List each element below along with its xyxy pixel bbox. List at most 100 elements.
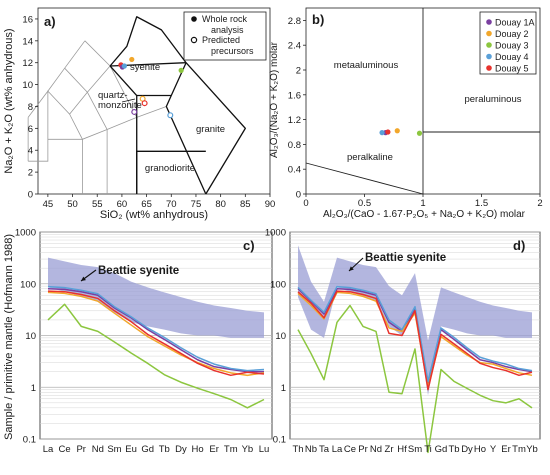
tas-grid-line-7 [109, 65, 138, 118]
x-tick-label-15: Y [490, 444, 497, 455]
field-label-1: peraluminous [464, 94, 521, 105]
series-line-douay-2 [47, 291, 265, 377]
panel-a-label: a) [44, 14, 56, 29]
panel-d-label: d) [513, 238, 525, 253]
x-tick-label-13: Dy [461, 444, 473, 455]
y-tick-label-1: 1 [281, 383, 286, 394]
x-tick-label-0: 45 [43, 199, 54, 210]
y-tick-label-3: 6 [28, 124, 33, 135]
x-tick-label-2: Ta [319, 444, 330, 455]
field-boundary-5 [185, 62, 246, 195]
x-tick-label-1: 0.5 [358, 198, 371, 209]
y-tick-label-8: 16 [22, 14, 33, 25]
band-label: Beattie syenite [365, 252, 446, 264]
y-tick-label-0: 0.1 [273, 435, 286, 446]
legend-marker-3 [486, 53, 492, 60]
y-tick-label-4: 1000 [265, 228, 286, 239]
legend-marker-1 [486, 30, 492, 37]
panel-a-legend-box [183, 11, 267, 61]
y-tick-label-0: 0.1 [23, 435, 36, 446]
legend-label-1: Douay 2 [495, 29, 529, 39]
x-tick-label-12: Yb [242, 444, 254, 455]
y-tick-label-4: 1.6 [288, 90, 301, 101]
series-line-douay-1a [47, 288, 264, 373]
panel-c: Sample / primitive mantle (Hofmann 1988)… [3, 228, 273, 455]
y-tick-label-1: 1 [31, 383, 36, 394]
panel-c-plot: 0.1 1 10 100 1000 La Ce Pr Nd Sm Eu Gd Tb Dy Ho Er Tm Yb L… [15, 228, 272, 455]
diagonal-boundary [305, 162, 424, 195]
x-tick-label-4: 65 [141, 199, 152, 210]
legend-label-3: Douay 4 [495, 52, 529, 62]
legend-precursor-line2: precursors [211, 46, 254, 56]
field-label-1: quartz-monzonite [98, 90, 142, 111]
tas-grid-line-1 [47, 16, 138, 140]
x-tick-label-9: 90 [265, 199, 276, 210]
x-tick-label-6: Gd [141, 444, 154, 455]
field-boundary-6 [136, 150, 206, 194]
panel-b-xlabel: Al₂O₃/(CaO - 1.67·P₂O₅ + Na₂O + K₂O) mol… [323, 209, 526, 220]
x-tick-label-11: Tm [224, 444, 238, 455]
panel-b-points [379, 128, 423, 136]
legend-whole-rock-line2: analysis [211, 25, 244, 35]
x-tick-label-1: 50 [67, 199, 78, 210]
panel-a-points [118, 56, 184, 119]
tas-grid-line-5 [69, 113, 83, 140]
y-tick-label-6: 12 [22, 58, 33, 69]
panel-c-ylabel: Sample / primitive mantle (Hofmann 1988) [3, 234, 15, 440]
field-label-0: syenite [130, 62, 160, 73]
series-line-douay-3 [47, 303, 265, 409]
x-tick-label-3: Nd [92, 444, 104, 455]
y-tick-label-3: 1.2 [288, 115, 301, 126]
panel-a-ticks: 45 50 55 60 65 70 75 80 85 90 0 2 4 6 8 10 12 14 16 [22, 14, 275, 210]
y-tick-label-1: 2 [28, 168, 33, 179]
x-tick-label-3: 1.5 [475, 198, 488, 209]
x-tick-label-7: Zr [385, 444, 394, 455]
x-tick-label-4: Ce [344, 444, 356, 455]
series-line-douay-3 [297, 304, 533, 454]
point-douay-5 [385, 129, 391, 135]
tas-grid-line-10 [64, 67, 88, 93]
legend-label-2: Douay 3 [495, 40, 529, 50]
x-tick-label-9: Sm [408, 444, 422, 455]
legend-label-0: Douay 1A [495, 17, 535, 27]
legend-marker-4 [486, 65, 492, 71]
y-tick-label-4: 8 [28, 102, 33, 113]
y-tick-label-2: 10 [25, 331, 36, 342]
panel-c-label: c) [243, 238, 255, 253]
point-douay-2 [394, 128, 400, 134]
legend-label-4: Douay 5 [495, 63, 529, 73]
y-tick-label-3: 100 [20, 279, 36, 290]
panel-b-field-labels: metaaluminous peraluminous peralkaline [334, 60, 522, 163]
field-boundary-2 [109, 65, 138, 194]
x-tick-label-8: 85 [240, 199, 251, 210]
legend-open-marker [190, 36, 198, 44]
x-tick-label-0: La [43, 444, 54, 455]
x-tick-label-0: Th [292, 444, 303, 455]
x-tick-label-5: 70 [166, 199, 177, 210]
panel-b-label: b) [312, 12, 324, 27]
quartz-monzonite-pointer [121, 98, 136, 103]
y-tick-label-7: 2.8 [288, 16, 301, 27]
x-tick-label-8: Hf [397, 444, 407, 455]
x-tick-label-3: 60 [117, 199, 128, 210]
whole-rock-point-3 [129, 56, 135, 63]
precursor-point-3 [167, 112, 174, 119]
x-tick-label-13: Lu [259, 444, 270, 455]
x-tick-label-5: Pr [358, 444, 368, 455]
field-boundary-0 [109, 16, 187, 67]
legend-marker-2 [486, 42, 492, 48]
field-label-0: metaaluminous [334, 60, 399, 71]
x-tick-label-11: Gd [435, 444, 448, 455]
x-tick-label-1: Ce [59, 444, 71, 455]
y-tick-label-7: 14 [22, 36, 33, 47]
field-label-2: granite [196, 124, 225, 135]
x-tick-label-2: Pr [76, 444, 86, 455]
panel-d: 0.1 1 10 100 1000 Th Nb Ta La Ce Pr Nd Zr Hf Sm Ti Gd Tb D… [265, 228, 541, 455]
panel-a-ylabel: Na₂O + K₂O (wt% anhydrous) [3, 28, 15, 173]
x-tick-label-7: Tb [159, 444, 170, 455]
x-tick-label-7: 80 [215, 199, 226, 210]
field-boundary-4 [165, 62, 207, 195]
field-label-3: granodiorite [145, 163, 195, 174]
panel-b: b) Al₂O₃/(CaO - 1.67·P₂O₅ + Na₂O + K₂O) … [269, 7, 543, 220]
panel-a-frame [37, 7, 271, 195]
